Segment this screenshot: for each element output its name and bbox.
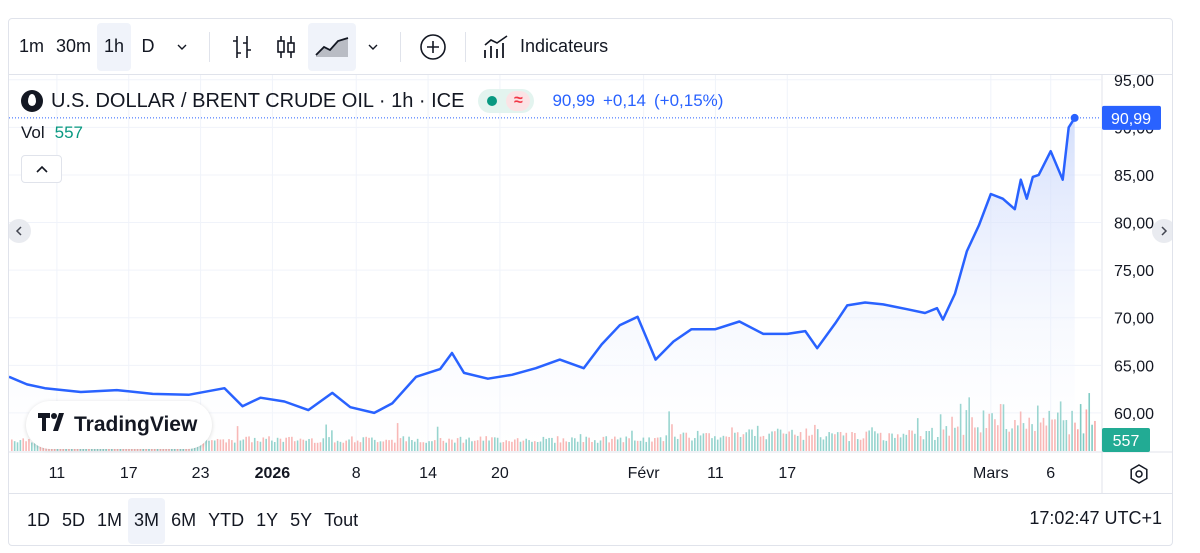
chevron-up-icon (35, 165, 48, 173)
x-tick-label: 11 (49, 465, 66, 482)
interval-d-button[interactable]: D (141, 36, 155, 56)
volume-bar (1079, 404, 1082, 451)
brent-oil-drop-icon (21, 90, 43, 112)
bottom-range-bar: 1D 5D 1M 3M 6M YTD 1Y 5Y Tout 17:02:47 U… (9, 493, 1172, 545)
interval-30m-button[interactable]: 30m (56, 36, 92, 56)
bars-icon (233, 35, 252, 58)
chart-pane[interactable]: 60,0065,0070,0075,0080,0085,0090,0095,00… (9, 75, 1172, 493)
volume-bar (1094, 420, 1096, 451)
bar-chart-type-button[interactable] (220, 23, 264, 71)
x-tick-label: 11 (707, 465, 724, 482)
range-1y-button[interactable]: 1Y (256, 510, 279, 530)
volume-badge (1102, 428, 1150, 452)
volume-bar (1091, 424, 1093, 451)
volume-bar (1076, 429, 1079, 451)
tradingview-logo[interactable]: TradingView (26, 401, 212, 449)
chart-type-dropdown-button[interactable] (356, 23, 390, 71)
indicators-button[interactable]: Indicateurs (476, 23, 614, 71)
price-change: +0,14 (602, 91, 646, 110)
volume-value: 557 (54, 123, 84, 142)
y-tick-label: 65,00 (1114, 358, 1154, 375)
y-tick-label: 85,00 (1114, 168, 1154, 185)
y-tick-label: 60,00 (1114, 406, 1154, 423)
symbol-legend: U.S. DOLLAR / BRENT CRUDE OIL · 1h · ICE… (21, 89, 723, 113)
range-ytd-button[interactable]: YTD (208, 510, 245, 530)
volume-label: Vol (21, 123, 45, 142)
last-price-badge-label: 90,99 (1111, 111, 1151, 128)
range-3m-button[interactable]: 3M (128, 497, 166, 544)
toolbar-divider (465, 31, 467, 62)
x-tick-label: 8 (352, 465, 361, 482)
y-tick-label: 70,00 (1114, 311, 1154, 328)
x-tick-label: Mars (973, 465, 1009, 482)
x-tick-label: Févr (628, 465, 661, 482)
y-tick-label: 95,00 (1114, 75, 1154, 90)
scroll-right-button[interactable] (1152, 219, 1172, 243)
volume-legend: Vol 557 (21, 123, 83, 143)
x-tick-label: 6 (1046, 465, 1055, 482)
delayed-data-icon: ≈ (506, 91, 531, 111)
scroll-left-button[interactable] (9, 219, 31, 243)
compare-symbol-button[interactable] (411, 23, 455, 71)
tradingview-mark-icon (38, 413, 68, 437)
market-status-badge[interactable]: ≈ (478, 89, 535, 113)
collapse-legend-button[interactable] (21, 155, 62, 183)
toolbar-divider (209, 31, 211, 62)
price-area-fill (9, 117, 1075, 452)
x-tick-label: 17 (778, 465, 796, 482)
candle-chart-type-button[interactable] (264, 23, 308, 71)
last-price-point (1070, 113, 1079, 122)
range-1m-button[interactable]: 1M (97, 510, 123, 530)
price-change-percent: (+0,15%) (654, 91, 724, 110)
interval-1h-button[interactable]: 1h (97, 22, 132, 71)
x-tick-label: 2026 (255, 465, 291, 482)
interval-1m-button[interactable]: 1m (19, 36, 45, 56)
chart-settings-button[interactable] (1127, 462, 1151, 486)
area-chart-icon (315, 36, 349, 57)
price-change-info: 90,99 +0,14 (+0,15%) (552, 91, 723, 111)
range-1d-button[interactable]: 1D (27, 510, 51, 530)
volume-bar (1088, 393, 1091, 451)
timezone-clock[interactable]: 17:02:47 UTC+1 (1029, 508, 1162, 528)
chevron-right-icon (1161, 226, 1168, 236)
chevron-down-icon (368, 44, 378, 50)
range-6m-button[interactable]: 6M (171, 510, 197, 530)
chevron-left-icon (15, 226, 22, 236)
price-chart[interactable]: 60,0065,0070,0075,0080,0085,0090,0095,00… (9, 75, 1173, 493)
volume-bar (1085, 409, 1088, 451)
last-price-badge (1102, 105, 1161, 130)
x-tick-label: 14 (419, 465, 437, 482)
x-tick-label: 23 (192, 465, 210, 482)
range-5d-button[interactable]: 5D (62, 510, 86, 530)
range-5y-button[interactable]: 5Y (290, 510, 313, 530)
interval-dropdown-button[interactable] (165, 23, 199, 71)
y-tick-label: 75,00 (1114, 263, 1154, 280)
x-tick-label: 17 (120, 465, 138, 482)
toolbar-divider (400, 31, 402, 62)
indicators-label: Indicateurs (520, 36, 609, 56)
price-series-line (9, 117, 1076, 415)
y-tick-label: 80,00 (1114, 216, 1154, 233)
chevron-down-icon (177, 44, 187, 50)
market-open-dot-icon (487, 96, 498, 106)
plus-circle-icon (420, 33, 446, 60)
chart-widget: 1m 30m 1h D Indicateurs 60,00 65,00 (8, 18, 1173, 546)
candles-icon (277, 35, 295, 58)
tradingview-wordmark: TradingView (74, 413, 198, 436)
last-price: 90,99 (552, 91, 595, 110)
x-tick-label: 20 (491, 465, 509, 482)
volume-badge-label: 557 (1113, 433, 1140, 450)
volume-bar (1074, 422, 1076, 451)
range-all-button[interactable]: Tout (324, 510, 359, 530)
volume-bar (1082, 433, 1085, 451)
top-toolbar: 1m 30m 1h D Indicateurs (9, 19, 1172, 75)
gear-icon (1130, 464, 1148, 484)
symbol-title[interactable]: U.S. DOLLAR / BRENT CRUDE OIL · 1h · ICE (51, 89, 465, 112)
area-chart-type-button[interactable] (308, 22, 357, 71)
indicators-icon (484, 34, 508, 58)
